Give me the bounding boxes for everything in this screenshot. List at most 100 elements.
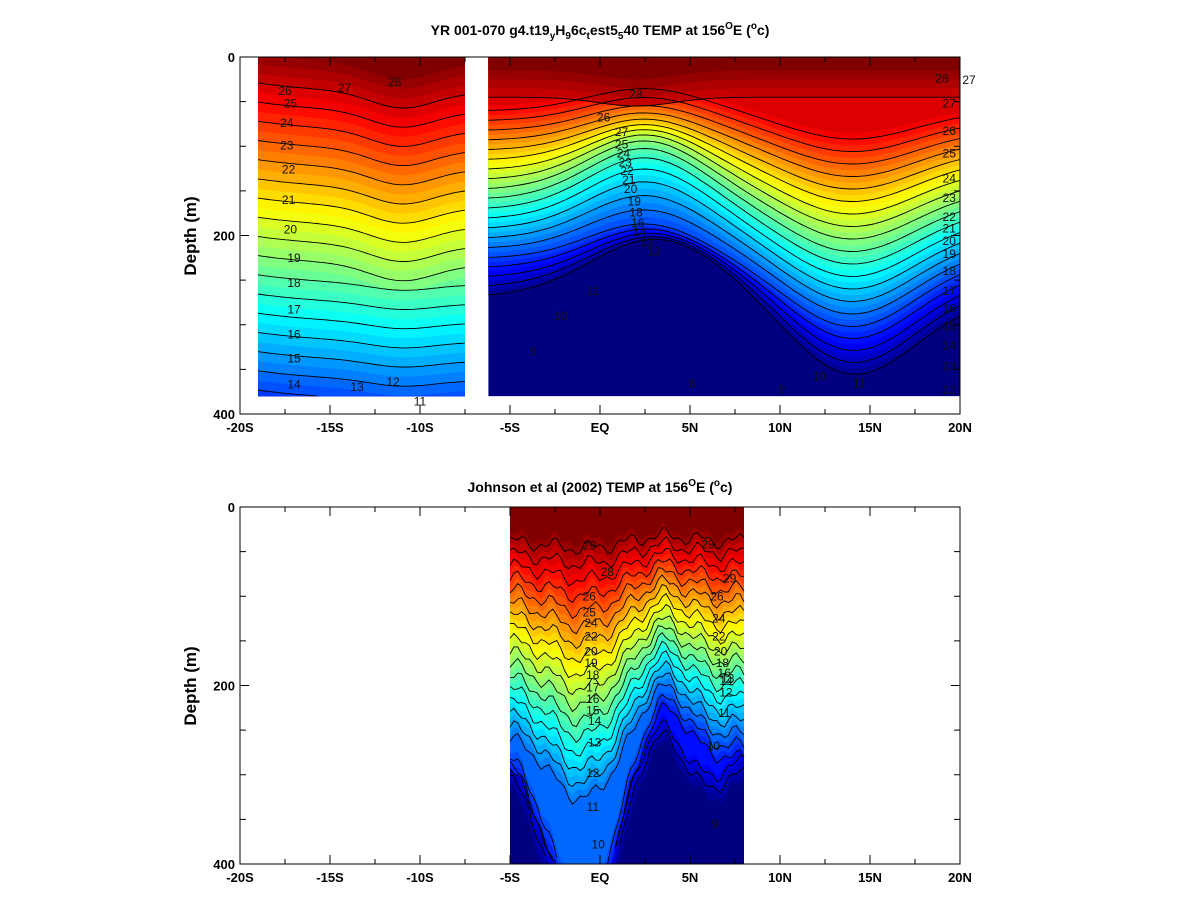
panel-model-y-tick-labels: 0 200 400	[213, 50, 235, 422]
isotherm-line	[488, 112, 960, 177]
contour-label: 8	[688, 377, 695, 391]
isotherm-line	[488, 88, 960, 140]
panel-observations-contour-lines	[509, 527, 745, 864]
isotherm-line	[509, 701, 745, 859]
contour-label: 25	[583, 605, 597, 619]
panel-model: YR 001-070 g4.t19yH96ctest5540 TEMP at 1…	[181, 21, 976, 435]
panel-model-title: YR 001-070 g4.t19yH96ctest5540 TEMP at 1…	[431, 21, 770, 42]
isotherm-line	[509, 683, 745, 805]
isotherm-line	[257, 120, 466, 147]
contour-label: 28	[935, 71, 949, 85]
contour-label: 12	[719, 686, 733, 700]
isotherm-line	[488, 118, 960, 190]
contour-label: 11	[414, 395, 427, 409]
contour-label: 10	[707, 739, 721, 753]
contour-label: 18	[629, 205, 643, 219]
contour-label: 9	[712, 817, 719, 831]
panel-observations-temperature-field	[510, 507, 744, 864]
isotherm-line	[488, 105, 960, 165]
isotherm-line	[509, 672, 745, 787]
contour-label: 14	[633, 225, 647, 239]
isotherm-line	[488, 140, 960, 240]
contour-label: 18	[586, 668, 600, 682]
contour-label: 11	[587, 800, 600, 814]
contour-label: 26	[597, 111, 611, 125]
panel-model-ylabel: Depth (m)	[181, 196, 200, 275]
contour-label: 13	[943, 360, 957, 374]
contour-label: 16	[287, 328, 301, 342]
isotherm-line	[257, 312, 466, 330]
contour-label: 16	[718, 666, 732, 680]
x-tick-label: 20N	[948, 870, 972, 885]
contour-label: 16	[586, 692, 600, 706]
x-tick-label: 15N	[858, 870, 882, 885]
isotherm-line	[257, 389, 317, 397]
contour-label: 22	[584, 629, 598, 643]
contour-label: 20	[624, 182, 638, 196]
isotherm-line	[509, 640, 745, 744]
temperature-band	[510, 507, 744, 541]
isotherm-line	[488, 236, 960, 363]
contour-label: 27	[943, 96, 957, 110]
contour-label: 29	[583, 538, 597, 552]
contour-label: 11	[587, 284, 600, 298]
contour-label: 11	[718, 706, 731, 720]
contour-label: 20	[584, 645, 598, 659]
contour-label: 19	[287, 251, 301, 265]
y-tick-label: 400	[213, 857, 235, 872]
isotherm-line	[488, 195, 960, 302]
contour-label: 14	[719, 674, 733, 688]
contour-label: 10	[592, 837, 606, 851]
isotherm-line	[509, 625, 745, 713]
x-tick-label: 5N	[682, 420, 699, 435]
isotherm-line	[488, 134, 960, 227]
isotherm-line	[257, 293, 466, 310]
isotherm-line	[488, 124, 960, 202]
temperature-band	[258, 57, 465, 70]
contour-label: 20	[284, 222, 298, 236]
isotherm-line	[488, 157, 960, 265]
isotherm-line	[488, 209, 960, 315]
contour-label: 12	[647, 245, 661, 259]
panel-observations-tick-marks	[239, 506, 961, 865]
isotherm-line	[488, 96, 960, 107]
x-tick-label: -15S	[316, 870, 344, 885]
x-tick-label: -20S	[226, 870, 254, 885]
panel-observations-contour-labels: 29 29 28 29 26 25 24 22 20 19 18 17 16 1…	[583, 537, 737, 851]
contour-label: 16	[631, 216, 645, 230]
panel-observations: Johnson et al (2002) TEMP at 156OE (oc) …	[181, 478, 972, 885]
contour-label: 21	[943, 221, 957, 235]
contour-label: 12	[386, 375, 400, 389]
panel-model-contour-labels: 28 27 26 25 24 23 22 21 20 19 18 17 16 1…	[278, 71, 976, 408]
contour-label: 21	[622, 173, 636, 187]
contour-label: 27	[615, 125, 629, 139]
contour-label: 14	[287, 378, 301, 392]
contour-label: 15	[586, 703, 600, 717]
isotherm-line	[488, 148, 960, 252]
contour-label: 19	[943, 247, 957, 261]
isotherm-line	[488, 232, 960, 351]
isotherm-line	[509, 650, 745, 757]
contour-label: 29	[723, 571, 737, 585]
contour-label: 22	[282, 162, 296, 176]
panel-observations-x-tick-labels: -20S -15S -10S -5S EQ 5N 10N 15N 20N	[226, 870, 972, 885]
isotherm-line	[509, 660, 745, 772]
isotherm-line	[509, 567, 745, 620]
contour-label: 28	[388, 75, 402, 89]
contour-label: 27	[338, 81, 352, 95]
y-tick-label: 0	[228, 50, 235, 65]
y-tick-label: 400	[213, 407, 235, 422]
contour-label: 10	[813, 370, 827, 384]
isotherm-line	[257, 140, 466, 167]
isotherm-line	[509, 632, 745, 728]
contour-label: 15	[287, 352, 301, 366]
x-tick-label: 5N	[682, 870, 699, 885]
x-tick-label: 10N	[768, 870, 792, 885]
contour-label: 24	[712, 612, 726, 626]
isotherm-line	[509, 603, 745, 679]
contour-label: 14	[588, 714, 602, 728]
isotherm-line	[509, 719, 745, 861]
x-tick-label: -5S	[500, 420, 521, 435]
contour-label: 15	[943, 320, 957, 334]
isotherm-line	[509, 527, 745, 555]
